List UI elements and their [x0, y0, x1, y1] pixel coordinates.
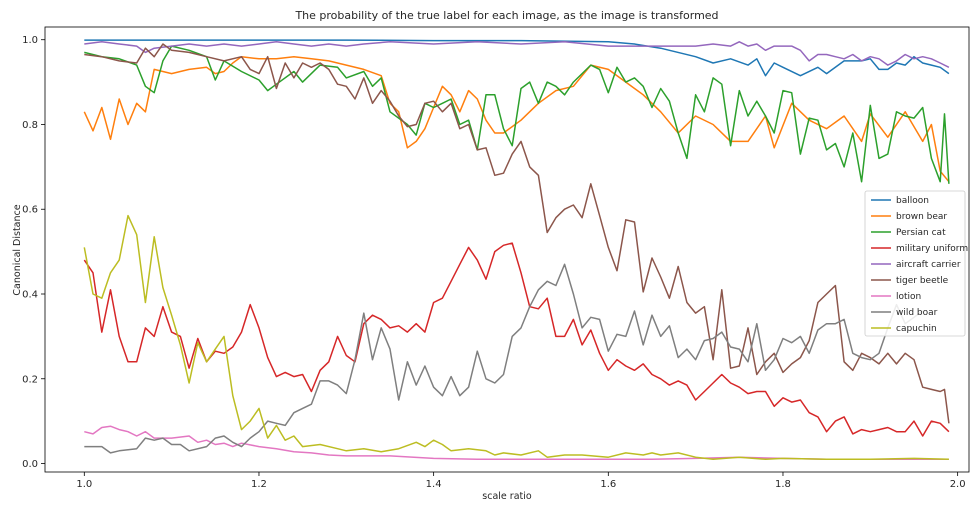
y-axis-label: Canonical Distance — [12, 204, 23, 295]
x-tick-label: 2.0 — [950, 479, 966, 490]
x-tick-label: 1.6 — [600, 479, 616, 490]
y-axis-ticks: 0.0 0.2 0.4 0.6 0.8 1.0 — [22, 35, 45, 470]
plot-lines — [83, 39, 950, 461]
legend-label: capuchin — [896, 324, 937, 334]
y-tick-label: 1.0 — [22, 35, 38, 46]
series-line-aircraft-carrier — [84, 41, 950, 68]
chart-title: The probability of the true label for ea… — [294, 9, 718, 22]
series-line-military-uniform — [83, 242, 950, 437]
series-line-persian-cat — [84, 45, 950, 184]
legend-label: lotion — [896, 292, 921, 302]
legend-label: balloon — [896, 196, 929, 206]
x-tick-label: 1.2 — [251, 479, 267, 490]
y-tick-label: 0.4 — [22, 290, 38, 301]
series-line-tiger-beetle — [84, 43, 950, 424]
y-tick-label: 0.6 — [22, 205, 38, 216]
series-line-capuchin — [83, 214, 949, 461]
y-tick-label: 0.0 — [22, 459, 38, 470]
series-line-lotion — [84, 425, 949, 461]
legend-label: brown bear — [896, 212, 947, 222]
legend-label: aircraft carrier — [896, 260, 961, 270]
x-axis-label: scale ratio — [482, 491, 532, 502]
legend-items: balloon brown bear Persian cat military uni… — [871, 196, 968, 334]
x-tick-label: 1.4 — [426, 479, 442, 490]
legend-label: military uniform — [896, 244, 968, 254]
legend-label: Persian cat — [896, 228, 946, 238]
legend-label: tiger beetle — [896, 276, 949, 286]
x-tick-label: 1.0 — [76, 479, 92, 490]
x-axis-ticks: 1.0 1.2 1.4 1.6 1.8 2.0 — [76, 472, 966, 490]
series-line-balloon — [84, 39, 950, 77]
legend-box — [864, 190, 966, 337]
series-line-brown-bear — [83, 55, 950, 183]
legend-label: wild boar — [896, 308, 938, 318]
y-tick-label: 0.2 — [22, 374, 38, 385]
plot-frame — [44, 26, 970, 473]
legend: balloon brown bear Persian cat military uni… — [864, 190, 968, 337]
x-tick-label: 1.8 — [775, 479, 791, 490]
y-tick-label: 0.8 — [22, 120, 38, 131]
series-line-wild-boar — [84, 263, 924, 454]
